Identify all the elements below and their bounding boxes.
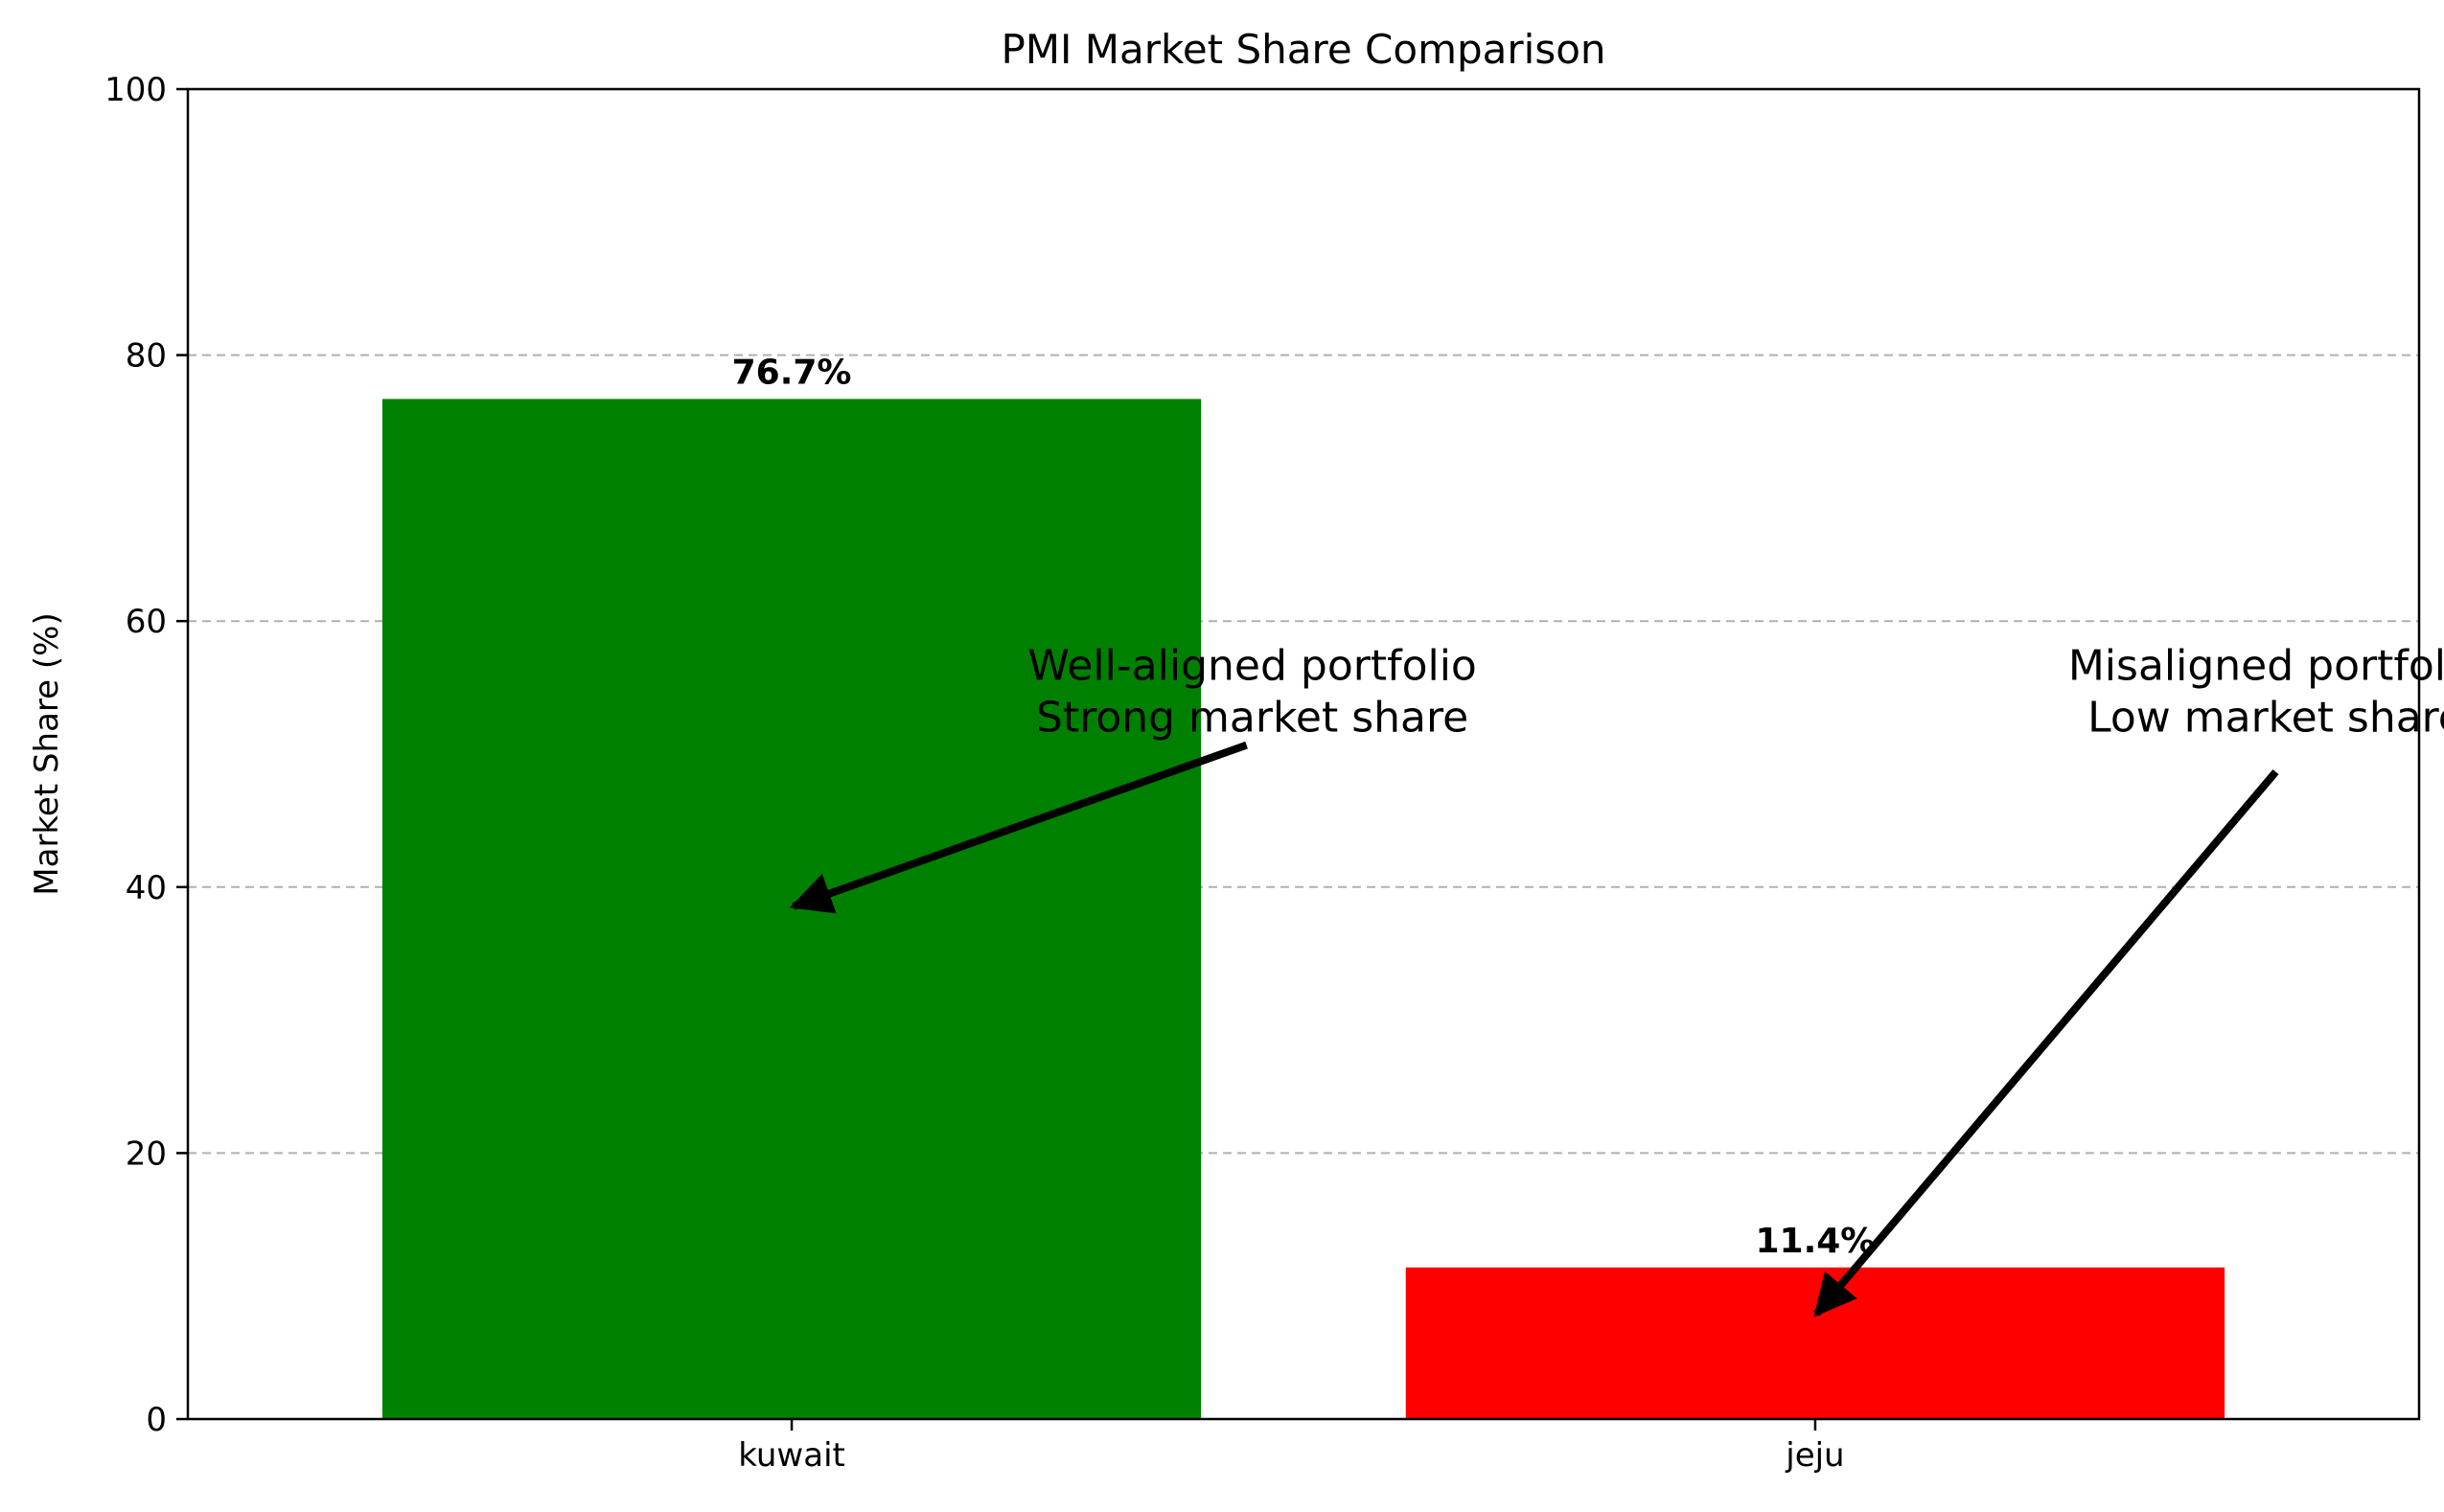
value-label: 76.7%	[732, 353, 852, 392]
y-tick-label: 100	[104, 71, 167, 109]
annotation-text: Well-aligned portfolio Strong market shar…	[1027, 642, 1477, 743]
grid-lines	[188, 354, 2419, 1155]
annotation-arrow	[1813, 769, 2279, 1317]
value-label: 11.4%	[1755, 1222, 1875, 1261]
y-tick-label: 40	[126, 869, 167, 907]
annotations: Well-aligned portfolio Strong market shar…	[789, 642, 2444, 1317]
y-tick-label: 0	[146, 1401, 167, 1439]
x-tick-label: kuwait	[738, 1436, 845, 1475]
value-labels: 76.7% 11.4%	[732, 353, 1876, 1260]
y-axis-ticks: 0 20 40 60 80 100	[104, 71, 188, 1439]
y-tick-label: 60	[126, 603, 167, 641]
annotation-text: Misaligned portfolio Low market share	[2068, 642, 2444, 743]
y-axis-label: Market Share (%)	[28, 612, 66, 895]
x-tick-label: jeju	[1785, 1436, 1844, 1475]
bar-jeju	[1405, 1267, 2225, 1419]
plot-frame	[186, 87, 2421, 1421]
y-tick-label: 80	[126, 337, 167, 376]
x-axis-ticks: kuwait jeju	[738, 1419, 1845, 1475]
annotation-arrow	[789, 741, 1248, 914]
chart-title: PMI Market Share Comparison	[1001, 26, 1605, 73]
y-tick-label: 20	[126, 1134, 167, 1173]
bar-kuwait	[381, 399, 1202, 1419]
